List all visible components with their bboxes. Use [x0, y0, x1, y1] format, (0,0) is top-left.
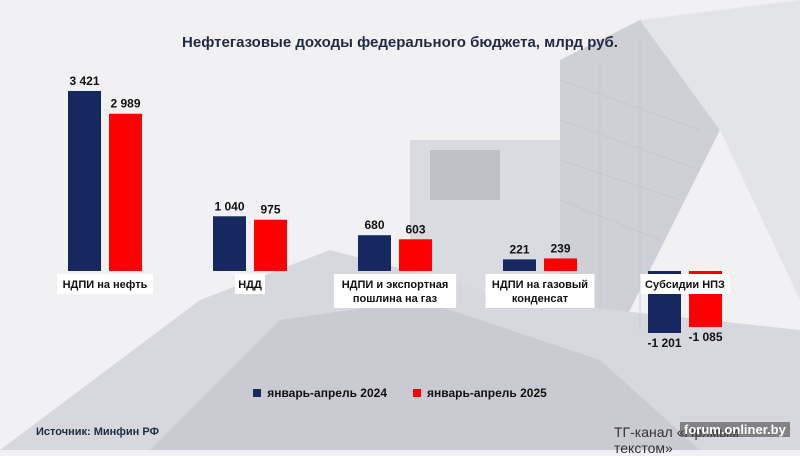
watermark: forum.onliner.by [680, 422, 790, 437]
data-label-3-1: 239 [550, 241, 570, 255]
category-label-bg-3 [485, 274, 595, 308]
category-label-bg-1 [235, 274, 265, 294]
bar-3-1 [544, 258, 577, 271]
bar-0-1 [109, 113, 142, 271]
legend-label-2025: январь-апрель 2025 [427, 386, 547, 400]
legend-swatch-2024 [253, 389, 262, 397]
category-label-bg-2 [333, 274, 457, 308]
bar-1-1 [254, 219, 287, 271]
data-label-0-0: 3 421 [69, 74, 99, 88]
category-label-1: НДД [238, 279, 262, 291]
data-label-2-1: 603 [405, 222, 425, 236]
bar-2-1 [399, 239, 432, 271]
data-label-4-0: -1 201 [647, 336, 681, 350]
data-label-4-1: -1 085 [688, 330, 722, 344]
category-label-3-line0: НДПИ на газовый [492, 279, 588, 291]
category-label-4: Субсидии НПЗ [645, 279, 725, 291]
data-label-1-0: 1 040 [214, 199, 244, 213]
bar-3-0 [503, 259, 536, 271]
chart-title: Нефтегазовые доходы федерального бюджета… [182, 34, 618, 51]
data-label-1-1: 975 [260, 203, 280, 217]
category-label-bg-4 [640, 274, 730, 294]
bar-2-0 [358, 235, 391, 271]
category-label-2-line0: НДПИ и экспортная [342, 279, 449, 291]
legend: январь-апрель 2024 январь-апрель 2025 [0, 386, 800, 400]
bar-1-0 [213, 216, 246, 271]
category-label-3-line1: конденсат [512, 293, 569, 305]
legend-label-2024: январь-апрель 2024 [267, 386, 387, 400]
data-label-0-1: 2 989 [110, 97, 140, 111]
legend-swatch-2025 [413, 389, 421, 397]
legend-item-2025: январь-апрель 2025 [413, 386, 547, 400]
source-note: Источник: Минфин РФ [36, 426, 159, 438]
category-label-2-line1: пошлина на газ [353, 293, 438, 305]
bar-0-0 [68, 91, 101, 271]
legend-item-2024: январь-апрель 2024 [253, 386, 387, 400]
data-label-3-0: 221 [509, 242, 529, 256]
data-label-2-0: 680 [364, 218, 384, 232]
category-label-0: НДПИ на нефть [63, 279, 148, 291]
category-label-bg-0 [57, 274, 153, 294]
